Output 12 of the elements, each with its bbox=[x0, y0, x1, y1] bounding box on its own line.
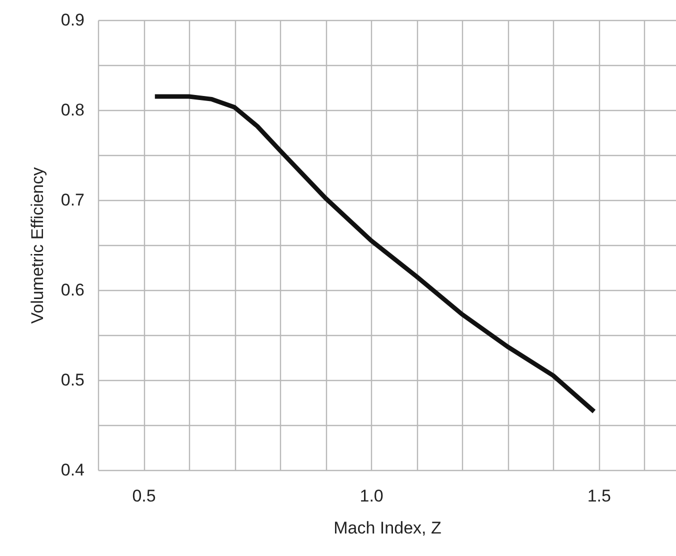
x-axis-title: Mach Index, Z bbox=[334, 518, 442, 538]
x-tick-label: 0.5 bbox=[132, 486, 156, 506]
y-tick-label: 0.9 bbox=[60, 10, 84, 30]
line-series bbox=[152, 94, 596, 414]
y-tick-label: 0.5 bbox=[60, 370, 84, 390]
y-tick-label: 0.7 bbox=[60, 190, 84, 210]
x-tick-label: 1.0 bbox=[360, 486, 384, 506]
y-axis-title: Volumetric Efficiency bbox=[28, 166, 47, 324]
y-tick-label: 0.8 bbox=[60, 100, 84, 120]
x-tick-label: 1.5 bbox=[587, 486, 611, 506]
y-tick-label: 0.4 bbox=[60, 460, 84, 480]
y-tick-label: 0.6 bbox=[60, 280, 84, 300]
